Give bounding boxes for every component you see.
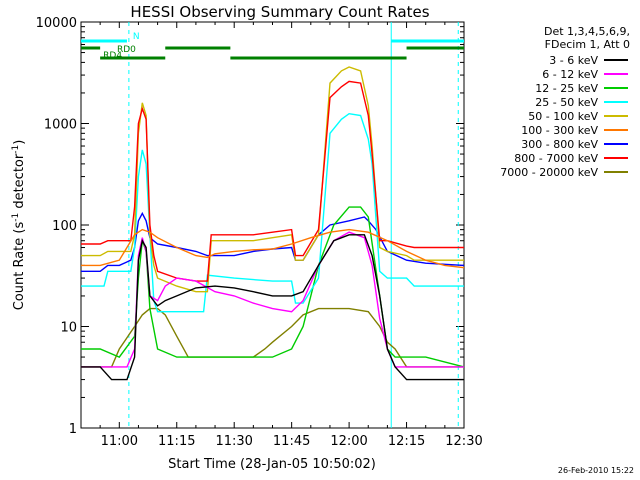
series-line bbox=[81, 80, 464, 282]
legend-label: 12 - 25 keV bbox=[535, 82, 598, 95]
x-tick-label: 12:15 bbox=[388, 434, 425, 449]
status-bar-label: RD0 bbox=[117, 45, 136, 55]
y-tick-label: 10 bbox=[60, 321, 77, 336]
series-line bbox=[81, 66, 464, 293]
legend-label: 3 - 6 keV bbox=[549, 54, 598, 67]
x-axis-ticks: 11:00 11:15 11:30 11:45 12:00 12:15 12:30 bbox=[99, 22, 483, 449]
vertical-markers bbox=[128, 22, 459, 428]
status-bar-label: N bbox=[133, 32, 140, 42]
x-tick-label: 12:00 bbox=[330, 434, 367, 449]
x-tick-label: 11:00 bbox=[101, 434, 138, 449]
x-axis-label: Start Time (28-Jan-05 10:50:02) bbox=[168, 457, 376, 472]
legend-label: 300 - 800 keV bbox=[521, 138, 598, 151]
y-axis-label: Count Rate (s-1 detector-1) bbox=[11, 140, 27, 311]
y-tick-label: 100 bbox=[52, 219, 77, 234]
legend-label: 800 - 7000 keV bbox=[514, 152, 598, 165]
series-line bbox=[81, 231, 464, 368]
series-line bbox=[81, 228, 465, 269]
y-axis-label-part3: ) bbox=[12, 140, 27, 145]
legend-header-1: Det 1,3,4,5,6,9, bbox=[544, 25, 630, 38]
series-layer bbox=[81, 66, 465, 381]
legend-label: 7000 - 20000 keV bbox=[500, 166, 598, 179]
x-tick-label: 11:30 bbox=[215, 434, 252, 449]
series-line bbox=[81, 234, 464, 381]
legend-label: 25 - 50 keV bbox=[535, 96, 598, 109]
legend-label: 50 - 100 keV bbox=[528, 110, 598, 123]
y-axis-label-sup2: -1 bbox=[11, 145, 21, 154]
x-tick-label: 11:45 bbox=[273, 434, 310, 449]
legend-label: 6 - 12 keV bbox=[542, 68, 598, 81]
y-axis-label-part1: Count Rate (s bbox=[12, 222, 27, 311]
y-tick-label: 10000 bbox=[36, 16, 77, 31]
y-tick-label: 1000 bbox=[44, 118, 77, 133]
x-tick-label: 12:30 bbox=[445, 434, 482, 449]
y-axis-label-part2: detector bbox=[12, 153, 27, 213]
y-tick-label: 1 bbox=[69, 422, 77, 437]
chart-title: HESSI Observing Summary Count Rates bbox=[130, 3, 429, 21]
legend-header-2: FDecim 1, Att 0 bbox=[545, 38, 630, 51]
y-axis-label-sup1: -1 bbox=[11, 213, 21, 222]
status-bar-label: RD4 bbox=[103, 51, 122, 61]
y-axis-ticks: 1 10 100 1000 10000 bbox=[36, 16, 464, 437]
x-tick-label: 11:15 bbox=[158, 434, 195, 449]
series-line bbox=[81, 112, 464, 313]
legend: Det 1,3,4,5,6,9, FDecim 1, Att 0 3 - 6 k… bbox=[500, 25, 630, 179]
footer-timestamp: 26-Feb-2010 15:22 bbox=[558, 466, 634, 475]
legend-label: 100 - 300 keV bbox=[521, 124, 598, 137]
series-line bbox=[81, 307, 464, 368]
